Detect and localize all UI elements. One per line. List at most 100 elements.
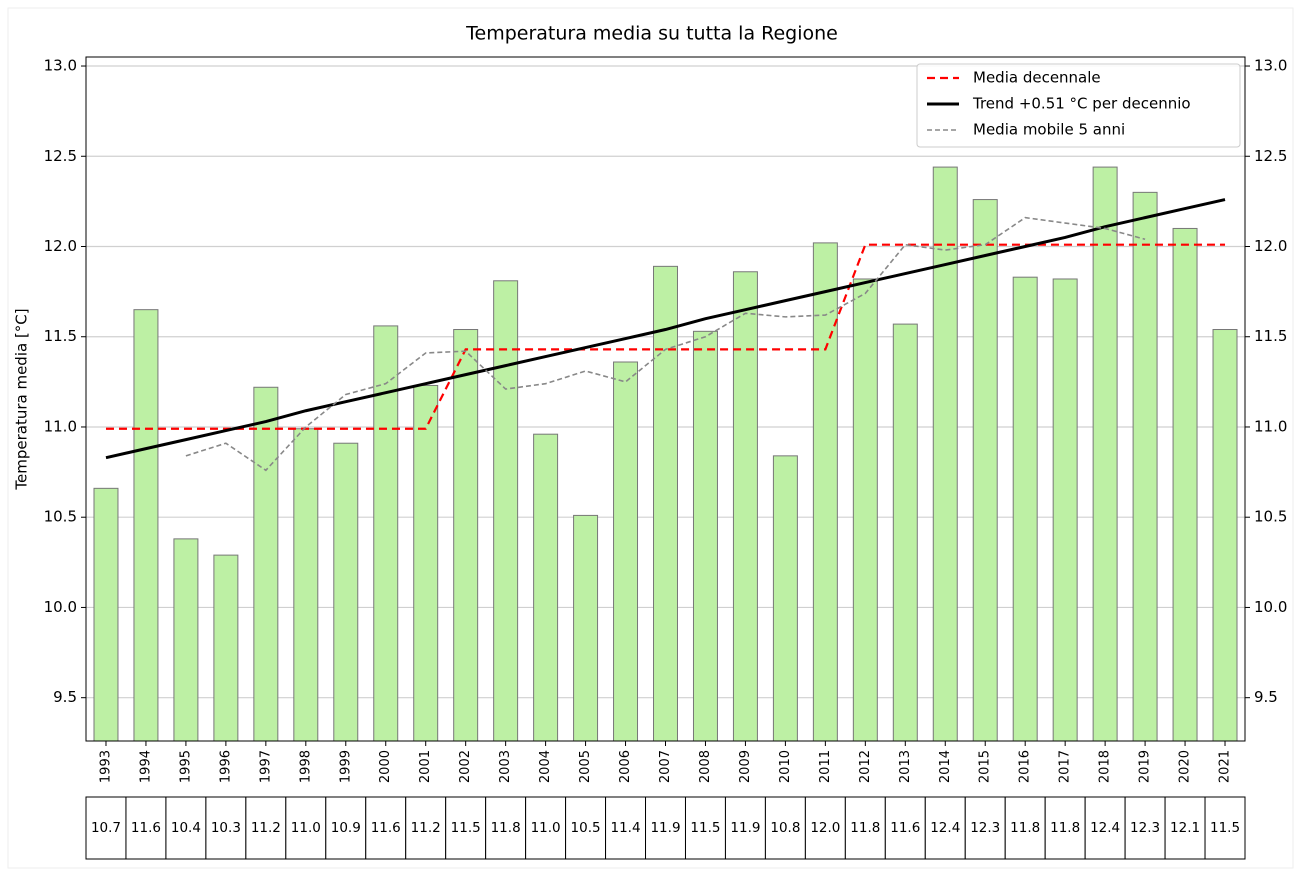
bar	[1212, 329, 1238, 742]
legend: Media decennale Trend +0.51 °C per decenn…	[916, 63, 1241, 148]
table-value: 11.9	[730, 820, 760, 836]
table-cell	[85, 796, 127, 860]
x-tick-label: 2009	[738, 750, 753, 783]
table-value: 11.8	[1010, 820, 1040, 836]
table-cell	[1124, 796, 1166, 860]
table-cell	[525, 796, 567, 860]
bar	[213, 554, 239, 742]
x-tick-label: 1999	[338, 750, 353, 783]
x-tick-label: 2011	[818, 750, 833, 783]
x-tick-label: 1993	[98, 750, 113, 783]
legend-label: Media mobile 5 anni	[973, 121, 1125, 139]
bar	[253, 386, 279, 742]
table-cell	[1084, 796, 1126, 860]
y2-tick-label: 12.0	[1254, 237, 1287, 255]
table-value: 11.8	[850, 820, 880, 836]
x-tick-label: 2020	[1178, 750, 1193, 783]
plot-frame	[85, 56, 1246, 742]
table-cell	[285, 796, 327, 860]
y-tick-label: 11.5	[44, 327, 77, 345]
table-value: 12.4	[930, 820, 960, 836]
x-tick-label: 2012	[858, 750, 873, 783]
table-value: 12.1	[1170, 820, 1200, 836]
bar	[573, 514, 599, 742]
bar	[533, 433, 559, 742]
table-value: 11.5	[1210, 820, 1240, 836]
x-tick-label: 2000	[378, 750, 393, 783]
bar	[1092, 166, 1118, 742]
table-value: 10.7	[91, 820, 121, 836]
table-cell	[844, 796, 886, 860]
table-value: 11.8	[491, 820, 521, 836]
bar	[1012, 276, 1038, 742]
y-tick-label: 12.5	[44, 147, 77, 165]
table-cell	[1164, 796, 1206, 860]
table-cell	[804, 796, 846, 860]
table-value: 10.3	[211, 820, 241, 836]
x-tick-label: 2021	[1218, 750, 1233, 783]
bar	[653, 265, 678, 742]
bar	[892, 323, 918, 742]
table-value: 12.4	[1090, 820, 1120, 836]
table-value: 11.2	[251, 820, 281, 836]
bar	[293, 428, 319, 742]
x-tick-label: 1994	[138, 750, 153, 783]
bar	[173, 538, 199, 742]
legend-box	[916, 63, 1241, 148]
x-tick-label: 1996	[218, 750, 233, 783]
table-cell	[165, 796, 207, 860]
y-tick-label: 13.0	[44, 57, 77, 75]
legend-label: Media decennale	[973, 69, 1101, 87]
table-value: 11.4	[611, 820, 641, 836]
table-value: 12.3	[970, 820, 1000, 836]
bar	[93, 487, 119, 742]
bar	[453, 329, 479, 742]
x-tick-label: 2015	[978, 750, 993, 783]
y-tick-label: 10.0	[44, 598, 77, 616]
y-tick-label: 9.5	[53, 688, 77, 706]
y2-tick-label: 12.5	[1254, 147, 1287, 165]
legend-label: Trend +0.51 °C per decennio	[972, 95, 1191, 113]
table-cell	[684, 796, 726, 860]
bar	[1132, 191, 1158, 742]
bar	[613, 361, 639, 742]
table-value: 11.2	[411, 820, 441, 836]
x-tick-label: 2013	[898, 750, 913, 783]
x-tick-label: 2003	[498, 750, 513, 783]
bar	[812, 242, 838, 742]
x-tick-label: 1995	[178, 750, 193, 783]
table-cell	[565, 796, 607, 860]
table-value: 12.0	[810, 820, 840, 836]
table-cell	[724, 796, 766, 860]
table-value: 11.5	[451, 820, 481, 836]
y2-tick-label: 9.5	[1254, 688, 1278, 706]
x-tick-label: 2018	[1098, 750, 1113, 783]
table-cell	[964, 796, 1006, 860]
table-cell	[125, 796, 167, 860]
bar	[333, 442, 359, 742]
table-value: 11.0	[291, 820, 321, 836]
table-cell	[645, 796, 686, 860]
x-tick-label: 2016	[1018, 750, 1033, 783]
x-tick-label: 2017	[1058, 750, 1073, 783]
y2-tick-label: 13.0	[1254, 57, 1287, 75]
bar	[413, 384, 439, 742]
table-value: 11.8	[1050, 820, 1080, 836]
bar	[732, 271, 758, 742]
figure-frame	[7, 7, 1294, 869]
bar	[972, 199, 998, 742]
bar	[772, 455, 798, 742]
x-tick-label: 2004	[538, 750, 553, 783]
x-tick-label: 2007	[658, 750, 673, 783]
x-tick-label: 1997	[258, 750, 273, 783]
bar	[133, 309, 159, 742]
table-value: 10.5	[571, 820, 601, 836]
table-cell	[1044, 796, 1086, 860]
y2-tick-label: 10.0	[1254, 598, 1287, 616]
table-value: 12.3	[1130, 820, 1160, 836]
table-value: 11.9	[650, 820, 680, 836]
table-cell	[365, 796, 407, 860]
y2-tick-label: 10.5	[1254, 508, 1287, 526]
table-cell	[325, 796, 367, 860]
